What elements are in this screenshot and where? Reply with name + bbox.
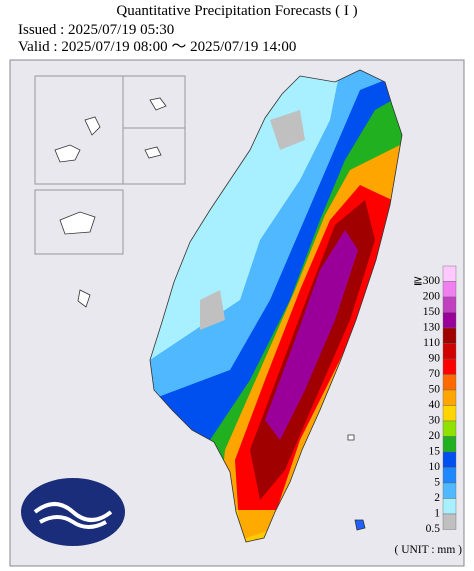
legend-label: 110 [423, 337, 440, 349]
legend-swatch [442, 405, 457, 422]
legend-swatch [442, 467, 457, 484]
legend-swatch [442, 312, 457, 329]
legend-swatch [442, 281, 457, 298]
legend-swatch [442, 374, 457, 391]
valid: Valid : 2025/07/19 08:00 ～ 2025/07/19 14… [18, 39, 296, 55]
legend-swatch [442, 343, 457, 360]
legend-swatch [442, 482, 457, 499]
legend-swatch [442, 420, 457, 437]
legend-label: 130 [423, 322, 441, 334]
legend-label: 10 [429, 461, 441, 473]
title: Quantitative Precipitation Forecasts ( I… [116, 3, 357, 19]
issued: Issued : 2025/07/19 05:30 [18, 22, 174, 38]
legend-swatch [442, 358, 457, 375]
legend-label: 150 [423, 306, 441, 318]
legend-label: 50 [429, 384, 441, 396]
legend-swatch [442, 451, 457, 468]
legend-label: 15 [429, 446, 441, 458]
legend-label: 2 [434, 492, 440, 504]
legend-swatch [442, 296, 457, 313]
legend-swatch [442, 327, 457, 344]
islands [54, 97, 366, 531]
legend-label: 40 [429, 399, 441, 411]
legend-swatch [442, 265, 457, 282]
legend-label: 20 [429, 430, 441, 442]
legend-swatch [442, 513, 457, 530]
legend-label: 30 [429, 415, 441, 427]
legend-swatch [442, 389, 457, 406]
insets [34, 75, 186, 255]
legend-label: 200 [423, 291, 441, 303]
legend: ≧300 200 150 130 110 90 70 50 40 30 20 15 10 5 2 1 0.5 [413, 265, 457, 535]
legend-label: 70 [429, 368, 441, 380]
legend-label: 0.5 [426, 523, 441, 535]
legend-label: ≧300 [413, 275, 440, 287]
legend-label: 90 [429, 353, 441, 365]
unit: ( UNIT : mm ) [394, 544, 462, 556]
legend-label: 1 [434, 508, 440, 520]
legend-swatch [442, 498, 457, 515]
logo-mark [33, 502, 113, 529]
legend-swatch [442, 436, 457, 453]
legend-label: 5 [434, 477, 440, 489]
